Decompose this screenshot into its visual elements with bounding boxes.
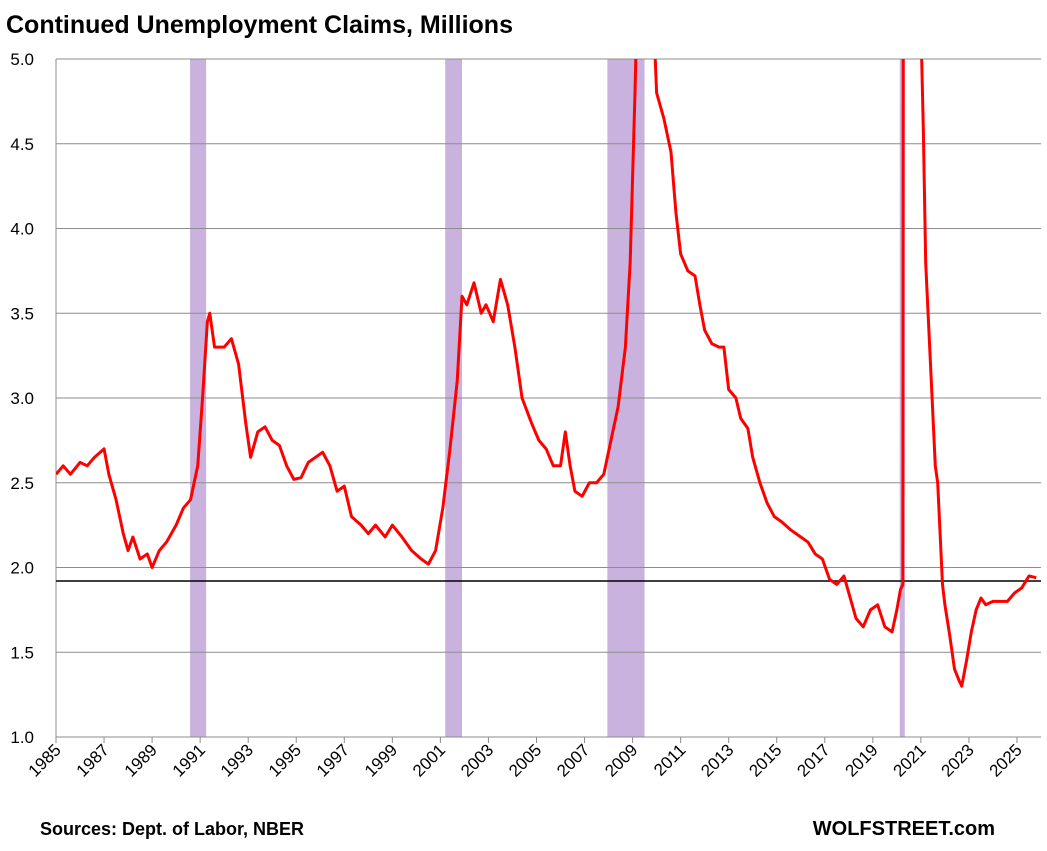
x-tick-label: 2007 bbox=[553, 740, 593, 780]
x-tick-label: 2009 bbox=[601, 740, 641, 780]
x-tick-label: 2005 bbox=[505, 740, 545, 780]
y-tick-label: 1.0 bbox=[10, 728, 34, 747]
y-tick-label: 2.0 bbox=[10, 559, 34, 578]
y-tick-label: 3.0 bbox=[10, 389, 34, 408]
x-tick-label: 1999 bbox=[361, 740, 401, 780]
x-tick-label: 2025 bbox=[986, 740, 1026, 780]
x-tick-label: 2023 bbox=[938, 740, 978, 780]
x-tick-label: 2011 bbox=[650, 740, 689, 779]
x-tick-label: 2021 bbox=[890, 740, 930, 780]
chart-title: Continued Unemployment Claims, Millions bbox=[6, 11, 513, 39]
x-tick-label: 1995 bbox=[265, 740, 305, 780]
x-tick-label: 1987 bbox=[73, 740, 113, 780]
x-tick-label: 2015 bbox=[745, 740, 785, 780]
x-tick-label: 1997 bbox=[313, 740, 353, 780]
x-tick-label: 1989 bbox=[121, 740, 161, 780]
x-tick-label: 2019 bbox=[841, 740, 881, 780]
y-tick-label: 1.5 bbox=[10, 643, 34, 662]
y-tick-label: 3.5 bbox=[10, 304, 34, 323]
x-tick-label: 2001 bbox=[409, 740, 449, 780]
y-tick-label: 5.0 bbox=[10, 50, 34, 69]
source: Sources: Dept. of Labor, NBER bbox=[40, 819, 304, 839]
x-tick-label: 2017 bbox=[793, 740, 833, 780]
x-tick-label: 2013 bbox=[697, 740, 737, 780]
series-line bbox=[56, 59, 1037, 688]
x-tick-label: 1991 bbox=[169, 740, 209, 780]
plot-area bbox=[56, 59, 1037, 688]
y-tick-label: 4.0 bbox=[10, 220, 34, 239]
x-tick-label: 2003 bbox=[457, 740, 497, 780]
y-tick-label: 2.5 bbox=[10, 474, 34, 493]
credit: WOLFSTREET.com bbox=[813, 818, 995, 840]
y-tick-label: 4.5 bbox=[10, 135, 34, 154]
x-tick-label: 1993 bbox=[217, 740, 257, 780]
